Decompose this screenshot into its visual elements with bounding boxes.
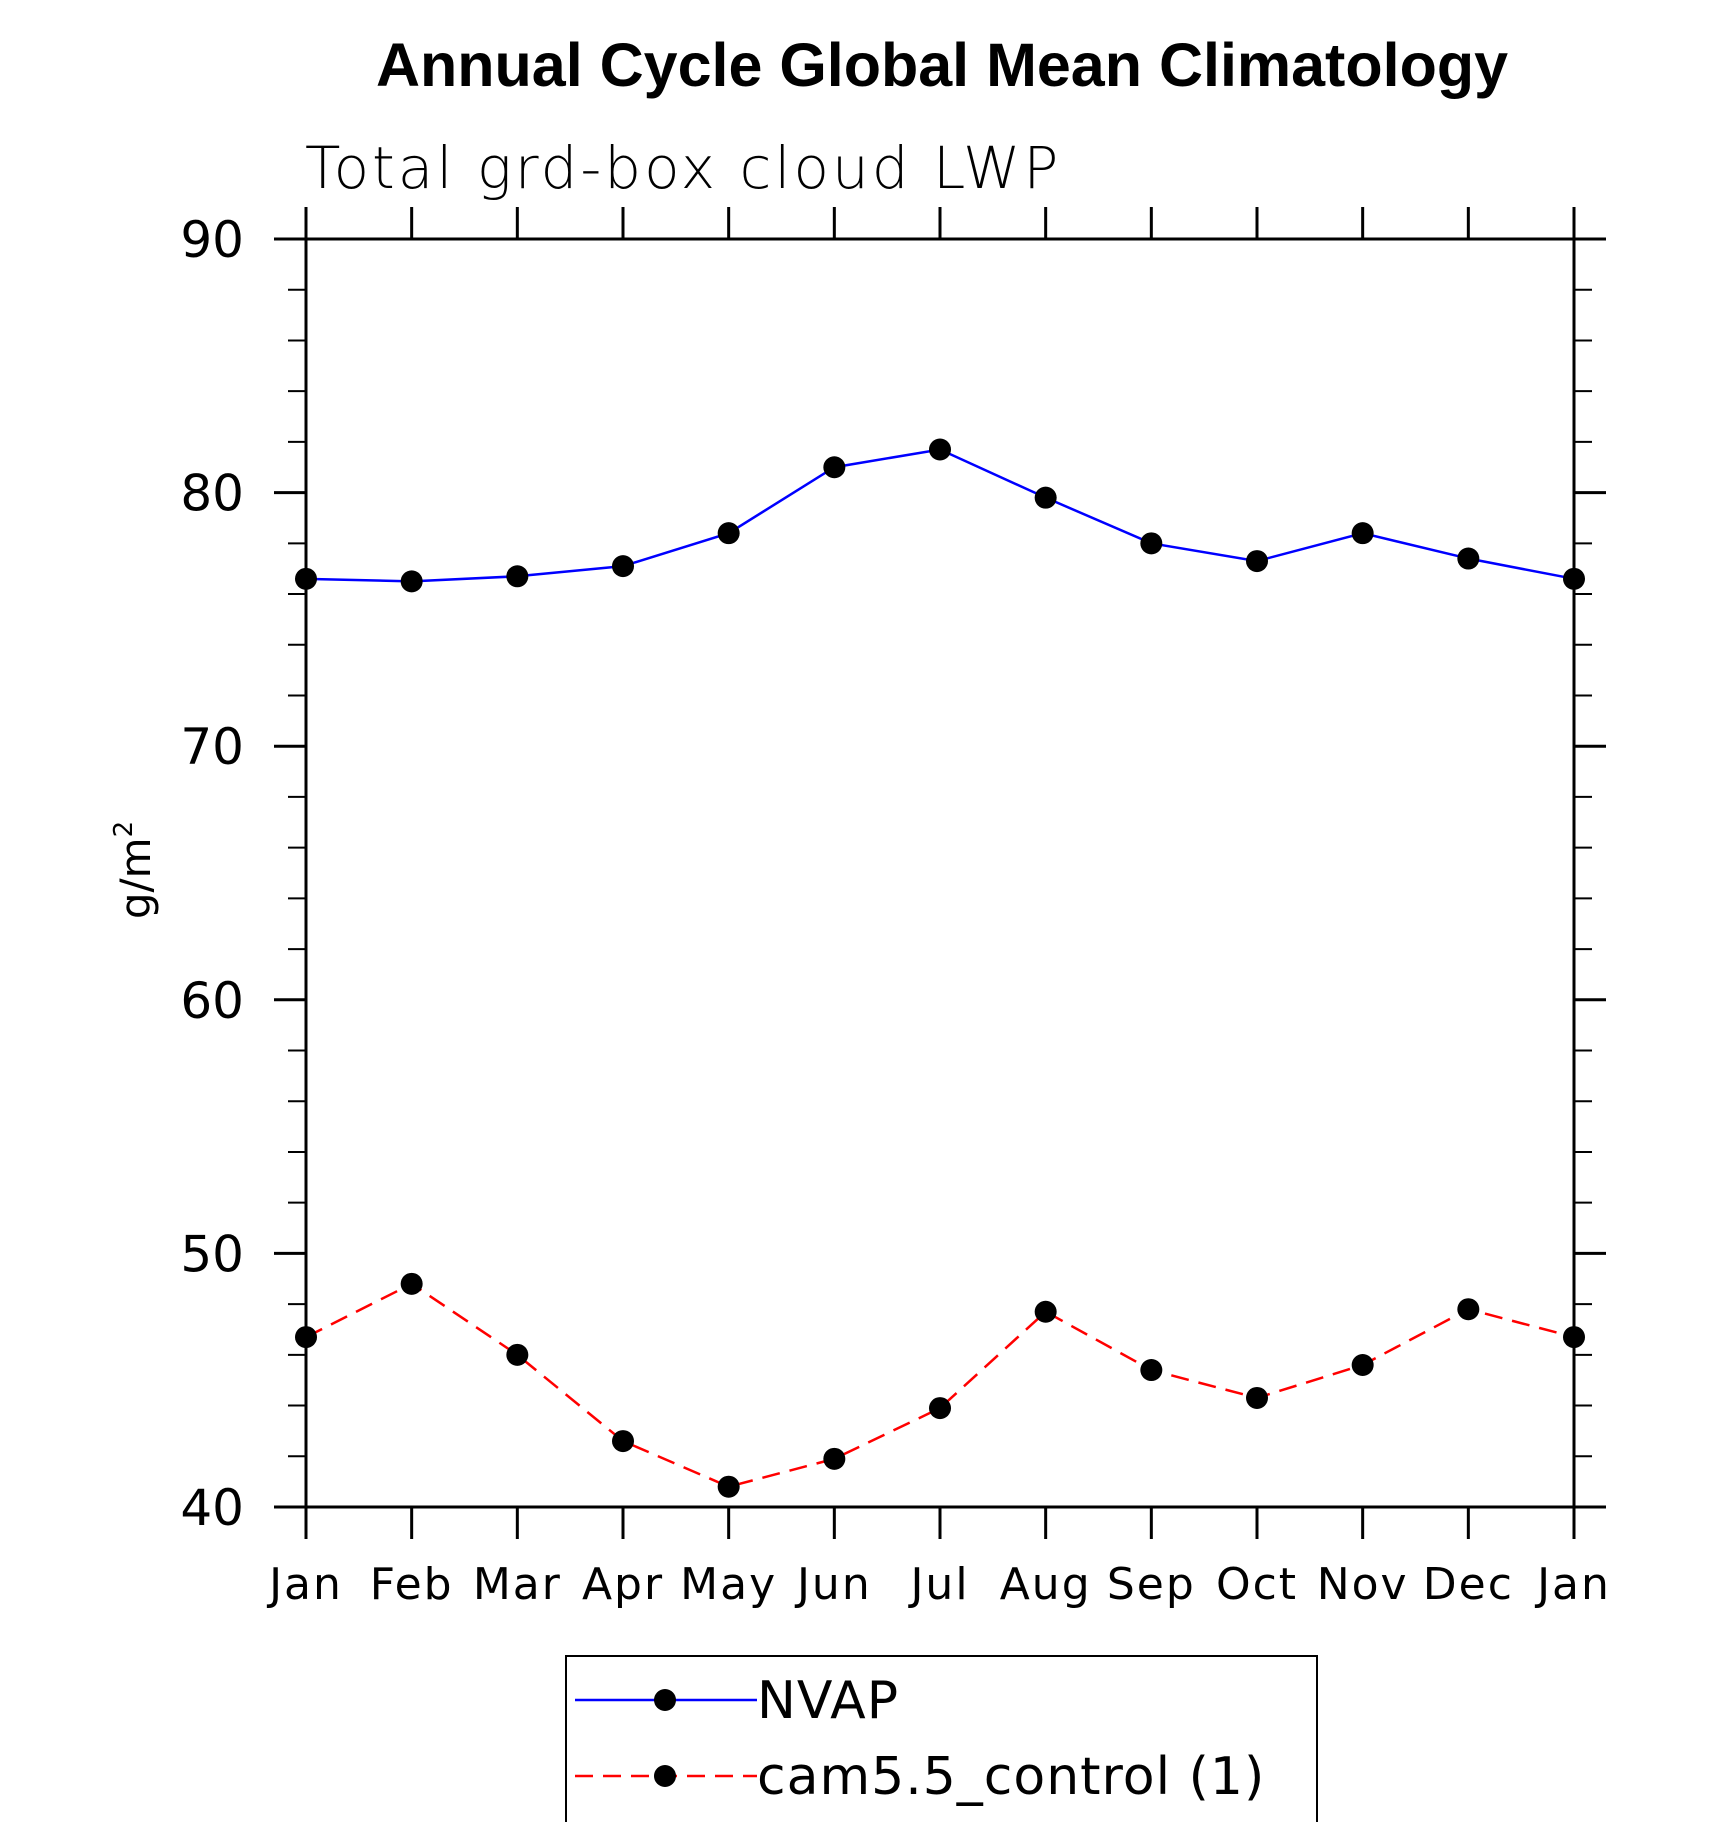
data-point [612, 555, 634, 578]
x-tick-label: Feb [370, 1559, 454, 1610]
data-point [400, 570, 423, 593]
series-0 [295, 438, 1585, 593]
chart-title: Annual Cycle Global Mean Climatology [376, 31, 1508, 99]
x-tick-label: Jul [907, 1559, 969, 1610]
y-tick-label: 70 [180, 718, 244, 776]
x-tick-label: Nov [1317, 1559, 1409, 1610]
x-tick-label: May [680, 1559, 777, 1610]
series-1 [295, 1272, 1585, 1498]
data-point [823, 456, 846, 479]
data-point [506, 1343, 529, 1366]
series-layer [295, 438, 1585, 1498]
y-tick-label: 40 [180, 1479, 244, 1537]
legend-label: cam5.5_control (1) [757, 1747, 1265, 1807]
data-point [929, 1397, 951, 1420]
data-point [717, 522, 740, 545]
data-point [612, 1430, 634, 1453]
legend-marker [654, 1689, 676, 1711]
data-point [929, 438, 951, 461]
x-tick-label: Aug [1000, 1559, 1092, 1610]
x-tick-label: Jan [1534, 1559, 1611, 1610]
data-point [400, 1272, 423, 1295]
data-point [1246, 1386, 1268, 1409]
data-point [1351, 522, 1374, 545]
plot-axes: 40 50 60 70 80 90 Jan Feb Mar Apr May Jun Jul Aug Sep O… [180, 207, 1611, 1610]
plot-frame [304, 237, 1576, 1509]
chart-subtitle: Total grd-box cloud LWP [305, 134, 1061, 202]
data-point [1140, 532, 1163, 555]
x-tick-label: Dec [1423, 1559, 1514, 1610]
data-point [1563, 567, 1585, 590]
x-tick-label: Mar [473, 1559, 562, 1610]
data-point [717, 1475, 740, 1498]
data-point [506, 565, 529, 588]
data-point [1140, 1359, 1163, 1382]
y-tick-label: 50 [180, 1225, 244, 1283]
data-point [295, 1326, 317, 1349]
data-point [823, 1447, 846, 1470]
legend: NVAP cam5.5_control (1) [565, 1655, 1318, 1822]
data-point [1351, 1353, 1374, 1376]
y-axis-label-superscript: 2 [109, 821, 139, 838]
y-tick-label: 60 [180, 972, 244, 1030]
legend-label: NVAP [757, 1671, 899, 1731]
series-line [305, 448, 1575, 583]
legend-box [565, 1655, 1318, 1822]
x-tick-label: Apr [582, 1559, 664, 1610]
y-axis-label-text: g/m [111, 837, 160, 919]
x-tick-label: Jun [794, 1559, 872, 1610]
x-tick-label: Sep [1107, 1559, 1196, 1610]
y-axis-label: g/m2 [109, 821, 160, 919]
data-point [1034, 1300, 1057, 1323]
data-point [1246, 550, 1268, 573]
data-point [1457, 547, 1480, 570]
series-line [305, 1282, 1575, 1489]
data-point [1563, 1326, 1585, 1349]
svg-text:g/m2: g/m2 [109, 821, 160, 919]
legend-marker [654, 1765, 676, 1787]
data-point [1457, 1298, 1480, 1321]
data-point [1034, 486, 1057, 509]
x-tick-label: Jan [266, 1559, 343, 1610]
y-tick-label: 80 [180, 465, 244, 523]
y-tick-label: 90 [180, 211, 244, 269]
data-point [295, 567, 317, 590]
x-tick-label: Oct [1216, 1559, 1298, 1610]
